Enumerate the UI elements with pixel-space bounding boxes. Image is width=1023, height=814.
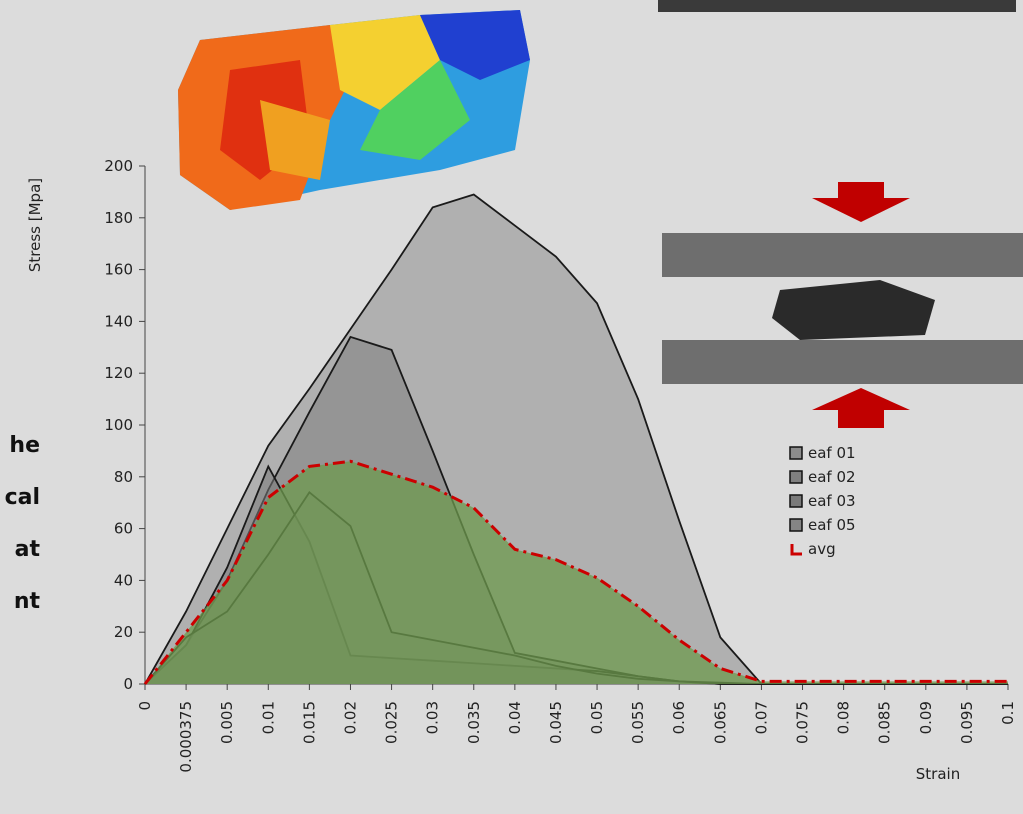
chart: he cal at nt Stress [Mpa] Strain 0 20 40 60 80 1… [0, 0, 1023, 810]
y-tick-label: 120 [104, 364, 133, 382]
y-tick-label: 80 [114, 468, 133, 486]
x-tick-label: 0.01 [259, 701, 277, 734]
y-tick-label: 40 [114, 571, 133, 589]
caption-text: nt [14, 589, 41, 614]
x-tick-label: 0.025 [383, 701, 401, 744]
x-tick-label: 0.065 [711, 701, 729, 744]
x-tick-label: 0.000375 [177, 701, 195, 773]
y-tick-label: 100 [104, 416, 133, 434]
x-tick-label: 0.085 [876, 701, 894, 744]
legend-label: eaf 02 [808, 468, 856, 486]
y-tick-label: 160 [104, 261, 133, 279]
y-tick-label: 20 [114, 623, 133, 641]
y-tick-label: 140 [104, 312, 133, 330]
x-axis-label: Strain [916, 765, 960, 783]
caption-text: cal [5, 485, 40, 510]
legend-label: eaf 05 [808, 516, 856, 534]
photo [658, 0, 1016, 12]
x-tick-label: 0.095 [958, 701, 976, 744]
caption-text: at [15, 537, 41, 562]
x-tick-label: 0.04 [506, 701, 524, 734]
x-tick-label: 0.05 [588, 701, 606, 734]
x-tick-label: 0 [136, 701, 154, 711]
y-tick-label: 200 [104, 157, 133, 175]
y-axis-label: Stress [Mpa] [26, 178, 44, 272]
x-tick-label: 0.08 [835, 701, 853, 734]
caption-text: he [9, 433, 40, 458]
y-tick-label: 0 [123, 675, 133, 693]
legend-swatch [790, 495, 802, 507]
x-tick-label: 0.055 [629, 701, 647, 744]
legend-label: avg [808, 540, 836, 558]
x-tick-label: 0.045 [547, 701, 565, 744]
x-tick-label: 0.035 [465, 701, 483, 744]
legend-swatch [790, 471, 802, 483]
x-tick-label: 0.015 [300, 701, 318, 744]
x-tick-label: 0.02 [341, 701, 359, 734]
y-tick-label: 60 [114, 520, 133, 538]
y-tick-label: 180 [104, 209, 133, 227]
x-tick-label: 0.1 [999, 701, 1017, 725]
x-tick-label: 0.09 [917, 701, 935, 734]
legend-swatch [790, 519, 802, 531]
x-tick-label: 0.005 [218, 701, 236, 744]
legend-label: eaf 01 [808, 444, 856, 462]
x-tick-label: 0.06 [670, 701, 688, 734]
x-tick-label: 0.075 [794, 701, 812, 744]
legend-swatch [790, 447, 802, 459]
x-tick-label: 0.03 [424, 701, 442, 734]
legend-label: eaf 03 [808, 492, 856, 510]
x-tick-label: 0.07 [752, 701, 770, 734]
